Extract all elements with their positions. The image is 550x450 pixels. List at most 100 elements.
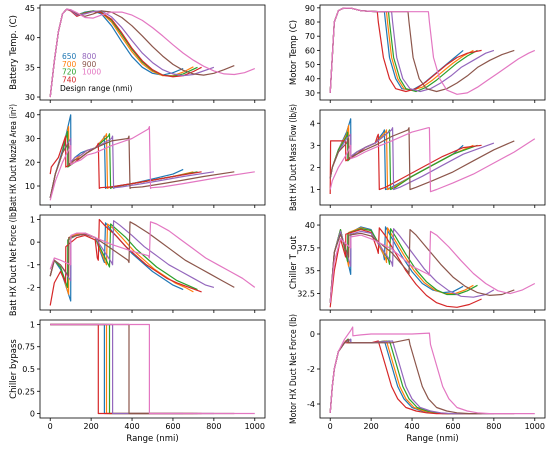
series-line-900 <box>50 323 235 415</box>
y-tick-label: 40 <box>25 34 35 43</box>
series-line-740 <box>329 227 482 308</box>
series-line-650 <box>50 323 184 415</box>
x-tick-label: 0 <box>328 422 333 431</box>
y-tick-label: 30 <box>305 89 315 98</box>
axes-frame <box>39 109 266 206</box>
y-axis-label: Motor Temp (C) <box>289 20 299 85</box>
series-line-740 <box>50 323 202 415</box>
series-line-740 <box>49 218 202 306</box>
panel-chiller-tout: 32.5 35 37.5 40 Chiller T_out <box>289 214 546 313</box>
x-tick-label: 1000 <box>525 422 545 431</box>
legend-title: Design range (nmi) <box>60 84 133 93</box>
series-line-650 <box>329 7 464 93</box>
y-axis-label: Batt HX Duct Nozzle Area (in²) <box>9 104 19 211</box>
y-tick-label: 2 <box>310 163 315 172</box>
series-group <box>49 8 256 98</box>
series-line-700 <box>329 7 474 93</box>
y-axis-label: Chiller T_out <box>289 235 299 289</box>
y-tick-label: 1 <box>310 186 315 195</box>
y-tick-label: 70 <box>305 32 315 41</box>
legend-entry-1000: 1000 <box>82 68 101 77</box>
x-tick-label: 0 <box>48 422 53 431</box>
y-axis-label: Motor HX Duct Net Force (lb) <box>289 314 299 424</box>
y-axis-label: Battery Temp. (C) <box>9 15 19 90</box>
y-tick-label: 1 <box>30 320 35 329</box>
series-group <box>49 218 256 306</box>
x-tick-label: 800 <box>206 422 221 431</box>
legend-entry-800: 800 <box>82 52 97 61</box>
y-tick-label: -4 <box>307 400 315 409</box>
panel-motor-hx-net-force: 0 200 400 600 800 1000 -4 -2 0 Motor HX Duct Net … <box>289 314 546 444</box>
y-tick-label: 45 <box>25 4 35 13</box>
y-tick-label: 0 <box>30 410 35 419</box>
axes-frame <box>319 4 546 101</box>
series-line-740 <box>329 340 482 415</box>
panel-chiller-bypass: 0 200 400 600 800 1000 0 0.25 0.5 0.75 1 Chiller by… <box>9 319 266 444</box>
series-line-650 <box>329 118 464 191</box>
series-line-650 <box>49 114 184 199</box>
series-line-720 <box>50 323 198 415</box>
y-tick-label: 60 <box>305 46 315 55</box>
series-line-700 <box>49 223 194 295</box>
axes-frame <box>39 319 266 419</box>
series-line-1000 <box>50 323 255 415</box>
x-axis-label: Range (nmi) <box>406 434 458 444</box>
series-line-800 <box>50 323 214 415</box>
panel-batt-hx-nozzle-area: 10 20 30 40 Batt HX Duct Nozzle Area (in²) <box>9 104 266 211</box>
series-line-1000 <box>49 125 255 201</box>
x-tick-label: 400 <box>404 422 419 431</box>
panel-batt-hx-mass-flow: 1 2 3 4 Batt HX Duct Mass Flow (lb/s) <box>289 104 546 211</box>
series-line-900 <box>329 229 515 303</box>
y-tick-label: 4 <box>310 119 315 128</box>
series-group <box>329 118 536 195</box>
series-line-1000 <box>49 8 256 98</box>
y-tick-label: 0 <box>30 238 35 247</box>
axes-frame <box>39 214 266 311</box>
x-tick-label: 400 <box>124 422 139 431</box>
series-line-900 <box>329 338 515 415</box>
y-tick-label: 40 <box>25 111 35 120</box>
y-tick-label: 80 <box>305 18 315 27</box>
series-line-1000 <box>329 127 536 193</box>
y-tick-label: 40 <box>305 75 315 84</box>
series-line-800 <box>329 228 495 303</box>
y-tick-label: 50 <box>305 61 315 70</box>
series-line-740 <box>329 133 482 195</box>
series-line-900 <box>49 135 235 199</box>
y-tick-label: 32.5 <box>297 290 315 299</box>
y-tick-label: 0.5 <box>22 365 35 374</box>
y-tick-label: -2 <box>307 365 315 374</box>
series-line-800 <box>49 135 214 199</box>
x-tick-label: 1000 <box>245 422 265 431</box>
y-tick-label: 3 <box>310 141 315 150</box>
y-tick-label: 35 <box>305 267 315 276</box>
x-tick-label: 200 <box>83 422 98 431</box>
legend-entry-740: 740 <box>62 75 77 84</box>
legend-entry-700: 700 <box>62 60 77 69</box>
y-tick-label: 10 <box>25 182 35 191</box>
axes-frame <box>39 4 266 101</box>
y-tick-label: 30 <box>25 135 35 144</box>
series-line-720 <box>329 338 478 415</box>
series-group <box>329 226 536 308</box>
y-tick-label: 0 <box>310 330 315 339</box>
series-line-900 <box>329 127 515 191</box>
axes-frame <box>319 109 546 206</box>
y-tick-label: 35 <box>25 63 35 72</box>
series-line-650 <box>49 222 184 302</box>
x-tick-label: 600 <box>445 422 460 431</box>
series-line-1000 <box>329 230 536 303</box>
y-axis-label: Batt HX Duct Mass Flow (lb/s) <box>289 104 299 211</box>
series-line-1000 <box>329 7 536 95</box>
y-axis-label: Chiller bypass <box>9 339 19 399</box>
series-line-800 <box>329 127 495 191</box>
legend-entry-720: 720 <box>62 68 77 77</box>
series-line-800 <box>49 220 215 288</box>
panel-batt-hx-net-force: -2 -1 0 1 Batt HX Duct Net Force (lb) <box>9 209 266 316</box>
x-axis-label: Range (nmi) <box>126 434 178 444</box>
y-tick-label: 37.5 <box>297 244 315 253</box>
series-line-1000 <box>329 326 535 415</box>
y-tick-label: -1 <box>27 261 35 270</box>
y-tick-label: 20 <box>25 158 35 167</box>
